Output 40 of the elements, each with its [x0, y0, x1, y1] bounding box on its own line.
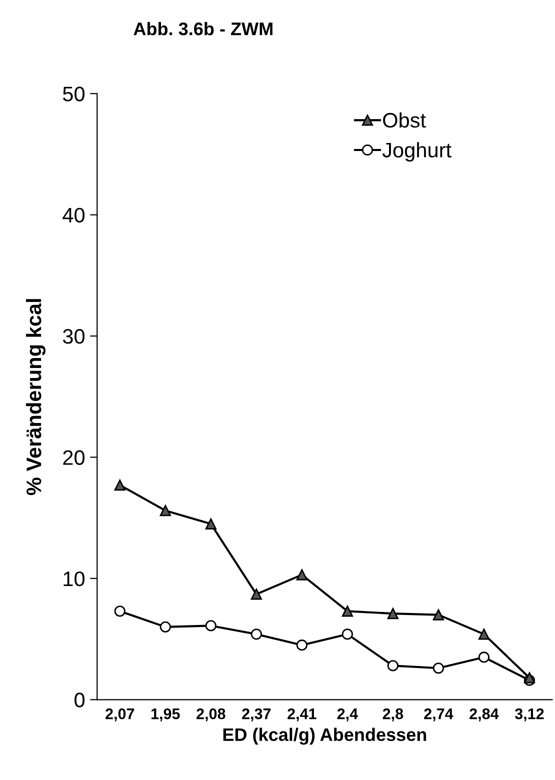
y-tick-label: 10	[64, 571, 85, 586]
point	[432, 662, 444, 674]
point	[478, 652, 490, 663]
point	[387, 660, 398, 672]
legend-label: Obst	[383, 112, 426, 128]
point	[160, 621, 171, 632]
point	[387, 608, 398, 620]
y-axis-title: % Veränderung kcal	[26, 299, 46, 496]
x-tick-label: 2,08	[196, 708, 226, 722]
x-axis-title: ED (kcal/g) Abendessen	[223, 728, 426, 745]
x-tick-label: 2,41	[288, 708, 316, 722]
point	[114, 606, 126, 617]
x-tick-label: 1,95	[151, 708, 180, 722]
point	[342, 628, 353, 640]
point	[250, 628, 262, 640]
x-tick-label: 2,37	[242, 708, 271, 722]
point	[205, 518, 216, 530]
point	[250, 588, 262, 600]
point	[296, 640, 308, 651]
point	[478, 628, 490, 640]
x-tick-label: 2,07	[106, 708, 134, 722]
point	[205, 620, 216, 632]
point	[524, 672, 536, 684]
y-tick-label: 40	[62, 208, 85, 223]
x-tick-label: 3,12	[514, 708, 544, 722]
y-tick-label: 20	[63, 450, 85, 465]
point	[296, 569, 308, 580]
y-tick-label: 0	[74, 692, 85, 708]
point	[342, 606, 353, 617]
point	[114, 480, 126, 491]
x-tick-label: 2,74	[424, 708, 454, 722]
y-tick-label: 50	[62, 86, 85, 102]
chart-title: Abb. 3.6b - ZWM	[134, 22, 272, 36]
y-tick-label: 30	[62, 329, 85, 344]
point	[160, 505, 171, 516]
x-tick-label: 2,4	[337, 708, 358, 722]
legend-label: Joghurt	[382, 142, 452, 162]
x-tick-label: 2,8	[382, 708, 404, 722]
x-tick-label: 2,84	[470, 708, 499, 722]
point	[432, 609, 444, 620]
